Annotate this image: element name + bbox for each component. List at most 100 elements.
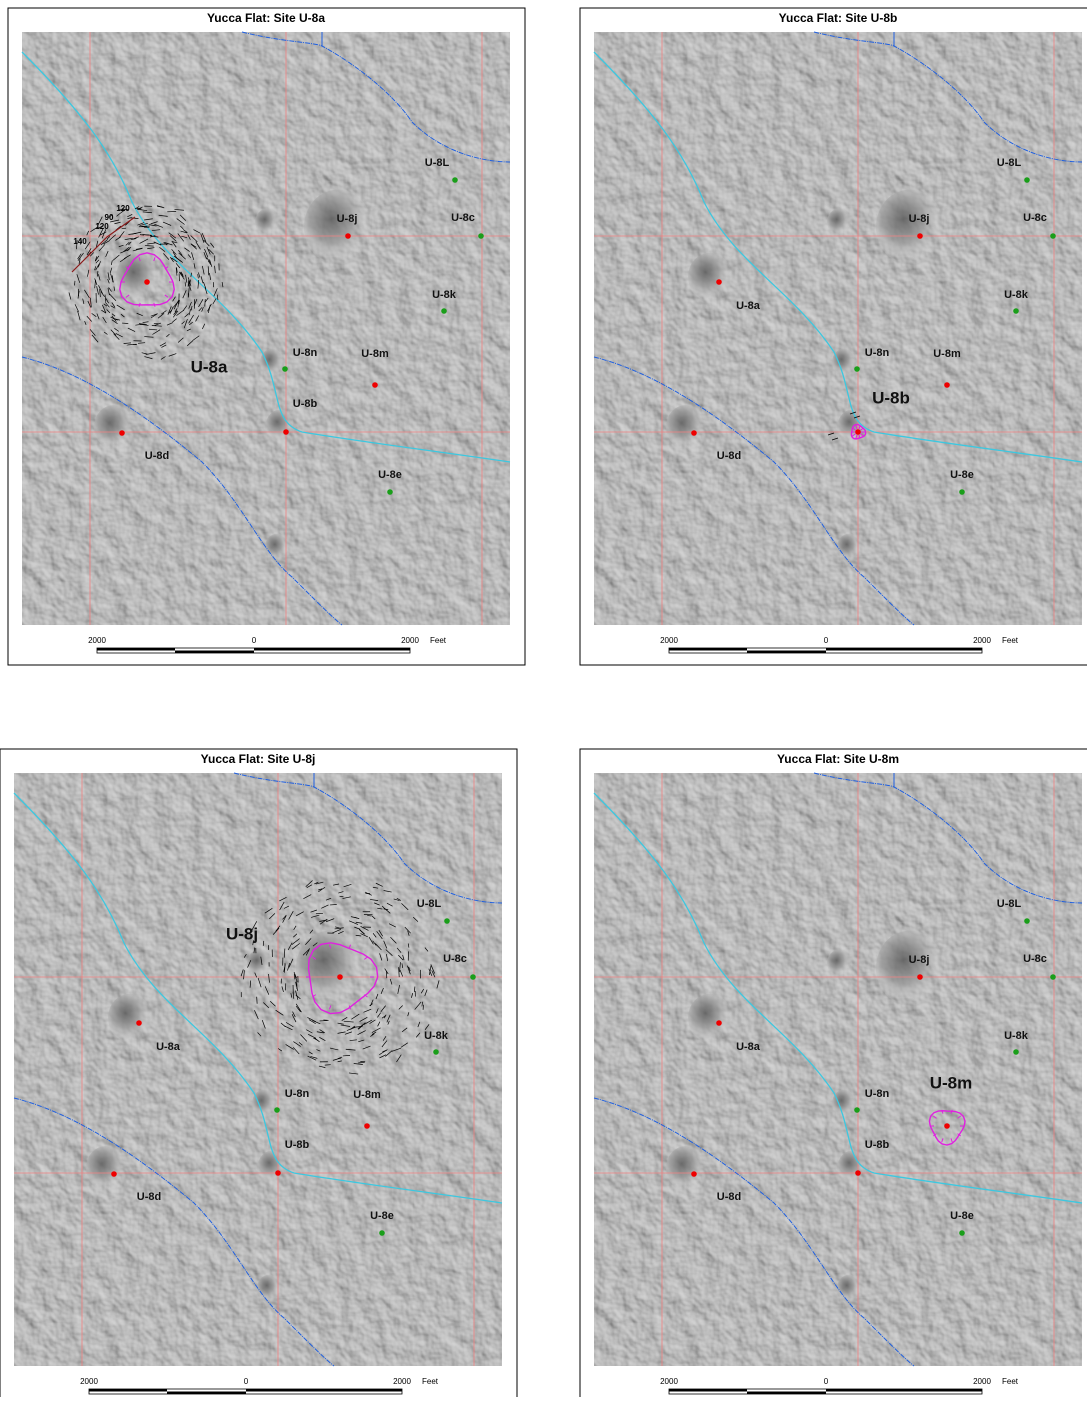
scale-segment <box>254 648 332 651</box>
highlight-label: U-8a <box>191 357 228 376</box>
crater <box>296 931 364 1006</box>
highlight-label: U-8j <box>226 924 258 943</box>
site-point <box>1050 974 1056 980</box>
scale-segment <box>669 648 747 651</box>
hillshade <box>22 32 510 625</box>
contour-label: 120 <box>95 222 109 231</box>
scale-label: 2000 <box>401 636 419 645</box>
page: Yucca Flat: Site U-8a14012090120U-8LU-8c… <box>0 0 1087 1397</box>
crater <box>304 190 372 265</box>
site-label: U-8e <box>370 1210 394 1222</box>
scale-segment <box>175 651 254 654</box>
scale-label: 2000 <box>973 636 991 645</box>
crater <box>837 1275 861 1301</box>
scale-segment <box>246 1389 324 1392</box>
site-label: U-8c <box>1023 212 1047 224</box>
site-label: U-8k <box>1004 289 1029 301</box>
site-label: U-8b <box>285 1139 310 1151</box>
crater <box>666 1146 706 1190</box>
crater <box>265 534 289 560</box>
scale-label: 2000 <box>88 636 106 645</box>
scale-unit: Feet <box>1002 1377 1019 1386</box>
scale-unit: Feet <box>422 1377 439 1386</box>
site-label: U-8c <box>451 212 475 224</box>
site-label: U-8e <box>950 1210 974 1222</box>
panel-title: Yucca Flat: Site U-8b <box>779 11 898 25</box>
map-panel: Yucca Flat: Site U-8a14012090120U-8LU-8c… <box>8 8 525 665</box>
site-point <box>433 1049 439 1055</box>
site-label: U-8m <box>361 348 389 360</box>
site-point <box>144 279 150 285</box>
site-point <box>1013 308 1019 314</box>
scale-label: 2000 <box>80 1377 98 1386</box>
site-label: U-8m <box>353 1089 381 1101</box>
contour-label: 140 <box>73 237 87 246</box>
figure: Yucca Flat: Site U-8a14012090120U-8LU-8c… <box>0 0 1087 1397</box>
site-label: U-8k <box>1004 1030 1029 1042</box>
site-label: U-8a <box>156 1041 181 1053</box>
site-point <box>716 1020 722 1026</box>
site-point <box>379 1230 385 1236</box>
site-label: U-8L <box>997 898 1022 910</box>
scale-unit: Feet <box>1002 636 1019 645</box>
scale-segment <box>167 1392 246 1395</box>
site-point <box>136 1020 142 1026</box>
site-label: U-8d <box>145 450 169 462</box>
site-label: U-8a <box>736 1041 761 1053</box>
site-label: U-8e <box>950 469 974 481</box>
site-point <box>470 974 476 980</box>
crater <box>832 349 856 375</box>
scale-unit: Feet <box>430 636 447 645</box>
crater <box>876 190 944 265</box>
site-label: U-8L <box>997 157 1022 169</box>
scale-label: 0 <box>252 636 257 645</box>
site-label: U-8L <box>417 898 442 910</box>
scale-segment <box>332 648 410 651</box>
site-point <box>275 1170 281 1176</box>
site-label: U-8k <box>424 1030 449 1042</box>
scale-label: 0 <box>824 1377 829 1386</box>
map-panel: Yucca Flat: Site U-8m U-8L U-8c U-8j U-8k U-8… <box>580 749 1087 1397</box>
site-point <box>854 1107 860 1113</box>
scale-segment <box>324 1389 402 1392</box>
site-point <box>944 1123 950 1129</box>
site-label: U-8a <box>736 300 761 312</box>
panel-title: Yucca Flat: Site U-8m <box>777 752 899 766</box>
highlight-label: U-8b <box>872 388 910 407</box>
scale-label: 2000 <box>660 1377 678 1386</box>
crater <box>94 405 134 449</box>
site-point <box>345 233 351 239</box>
scale-label: 2000 <box>393 1377 411 1386</box>
scale-label: 0 <box>824 636 829 645</box>
site-label: U-8L <box>425 157 450 169</box>
site-point <box>283 429 289 435</box>
crater <box>688 994 732 1042</box>
site-point <box>959 489 965 495</box>
hillshade <box>594 32 1082 625</box>
site-point <box>691 430 697 436</box>
site-label: U-8b <box>865 1139 890 1151</box>
site-label: U-8n <box>293 347 318 359</box>
site-label: U-8e <box>378 469 402 481</box>
scale-label: 2000 <box>660 636 678 645</box>
crater <box>876 931 944 1006</box>
site-point <box>119 430 125 436</box>
contour-label: 90 <box>105 213 114 222</box>
site-point <box>855 429 861 435</box>
site-point <box>855 1170 861 1176</box>
scale-label: 2000 <box>973 1377 991 1386</box>
crater <box>827 209 851 235</box>
site-label: U-8m <box>933 348 961 360</box>
site-point <box>854 366 860 372</box>
site-label: U-8j <box>909 954 930 966</box>
site-point <box>372 382 378 388</box>
site-point <box>944 382 950 388</box>
hillshade <box>14 773 502 1366</box>
site-label: U-8d <box>137 1191 161 1203</box>
scale-segment <box>669 1389 747 1392</box>
scale-segment <box>747 1392 826 1395</box>
crater <box>257 1275 281 1301</box>
site-label: U-8c <box>1023 953 1047 965</box>
site-point <box>1024 918 1030 924</box>
site-label: U-8j <box>909 213 930 225</box>
